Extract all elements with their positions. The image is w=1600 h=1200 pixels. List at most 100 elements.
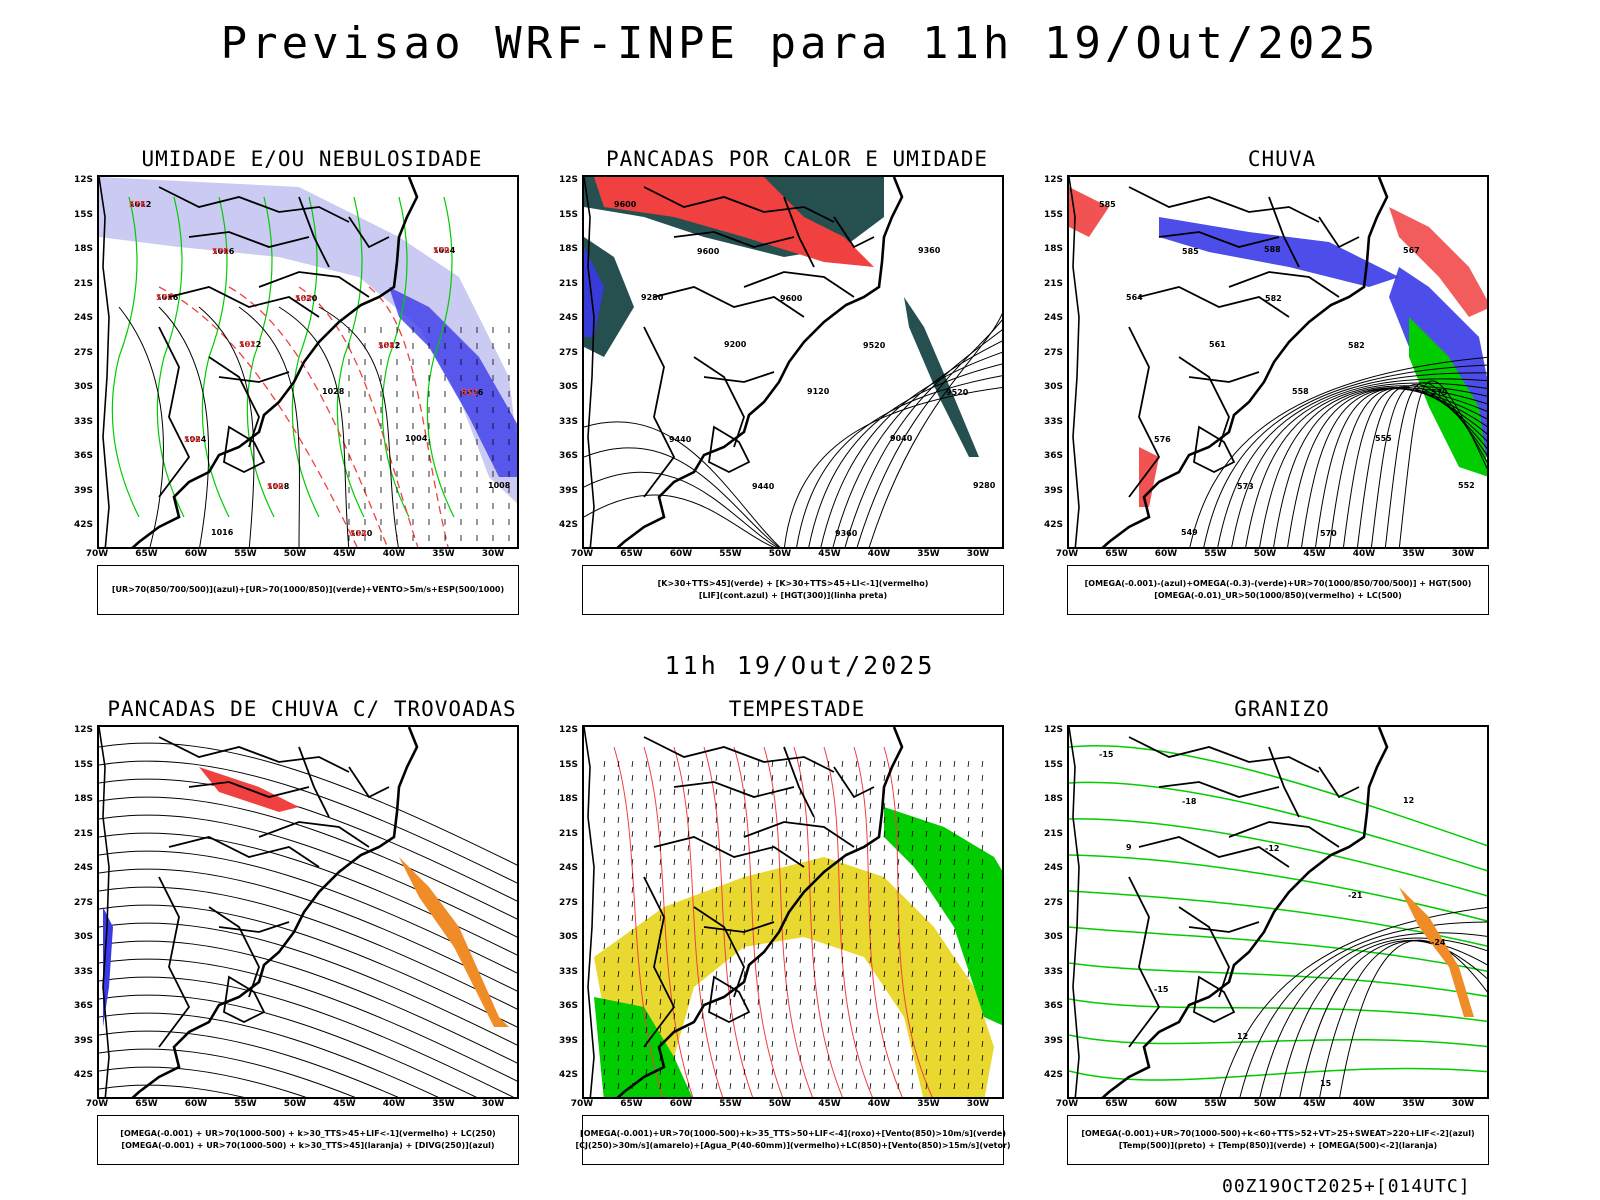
latitude-tick: 21S (1043, 828, 1063, 839)
latitude-tick: 12S (1043, 725, 1063, 735)
latitude-tick: 21S (73, 278, 93, 289)
latitude-tick: 15S (73, 209, 93, 220)
panel-tempestade: TEMPESTADE 12S 15S 18S 21S 24S 27S 30S 33S 36S 39S… (559, 697, 1012, 1187)
contour-label: 1004 (405, 434, 428, 443)
latitude-tick: 18S (558, 794, 578, 804)
latitude-axis: 12S 15S 18S 21S 24S 27S 30S 33S 36S 39S 42S (542, 175, 578, 549)
longitude-tick: 65W (135, 1099, 158, 1109)
longitude-tick: 55W (719, 549, 742, 559)
longitude-tick: 65W (620, 1099, 643, 1109)
longitude-tick: 50W (768, 549, 792, 559)
page-title: Previsao WRF-INPE para 11h 19/Out/2025 (220, 18, 1380, 69)
contour-label: 12 (1237, 1032, 1248, 1041)
contour-label: 9120 (807, 387, 830, 396)
forecast-map: -15 -18 -12 -21 -24 -15 12 15 12 9 (1069, 727, 1487, 1097)
longitude-axis: 70W 65W 60W 55W 50W 45W 40W 35W 30W (86, 549, 519, 563)
latitude-tick: 12S (73, 725, 93, 735)
latitude-tick: 18S (73, 794, 93, 804)
longitude-tick: 50W (1253, 1099, 1277, 1109)
longitude-tick: 70W (85, 1099, 109, 1109)
latitude-tick: 33S (73, 966, 93, 977)
forecast-map (584, 727, 1002, 1097)
contour-label: 9440 (669, 435, 692, 444)
latitude-tick: 39S (73, 485, 93, 496)
contour-label: -21 (1348, 891, 1363, 900)
longitude-tick: 35W (1402, 549, 1425, 559)
panel-legend: [K>30+TTS>45](verde) + [K>30+TTS>45+LI<-… (582, 565, 1004, 615)
legend-line: [OMEGA(-0.001) + UR>70(1000-500) + k>30_… (121, 1141, 495, 1150)
latitude-tick: 12S (558, 175, 578, 185)
contour-label: 576 (129, 200, 146, 209)
panel-legend: [OMEGA(-0.001)-(azul)+OMEGA(-0.3)-(verde… (1067, 565, 1489, 615)
contour-label: 9280 (641, 293, 664, 302)
contour-label: 1008 (488, 481, 511, 490)
panel-title: CHUVA (1247, 147, 1317, 171)
latitude-tick: 36S (558, 1001, 578, 1011)
longitude-tick: 45W (333, 549, 356, 559)
longitude-tick: 35W (917, 1099, 940, 1109)
latitude-tick: 24S (1043, 313, 1063, 323)
panel-chuva: CHUVA 585 585 582 582 579 576 573 570 567 564 561 55… (1044, 147, 1497, 637)
longitude-tick: 55W (1204, 1099, 1227, 1109)
panel-title: GRANIZO (1234, 697, 1330, 721)
contour-label: 534 (350, 529, 367, 538)
latitude-tick: 27S (558, 347, 578, 358)
latitude-tick: 21S (73, 828, 93, 839)
contour-label: 1012 (129, 200, 151, 209)
contour-label: 9040 (890, 434, 913, 443)
latitude-tick: 12S (1043, 175, 1063, 185)
latitude-tick: 18S (1043, 244, 1063, 254)
panel-legend: [OMEGA(-0.001) + UR>70(1000-500) + k>30_… (97, 1115, 519, 1165)
contour-label: 12 (1403, 796, 1414, 805)
longitude-tick: 70W (85, 549, 109, 559)
contour-label: 540 (267, 482, 284, 491)
panel-title: TEMPESTADE (728, 697, 866, 721)
contour-label: 564 (295, 294, 312, 303)
longitude-tick: 40W (867, 1099, 891, 1109)
forecast-map: 585 585 582 582 579 576 573 570 567 564 561 558 555 5… (1069, 177, 1487, 547)
contour-label: 9520 (863, 341, 886, 350)
contour-label: 1016 (156, 293, 179, 302)
contour-label: -18 (1182, 797, 1197, 806)
contour-label: 588 (1264, 245, 1281, 254)
longitude-tick: 60W (1154, 549, 1178, 559)
latitude-tick: 27S (1043, 347, 1063, 358)
latitude-tick: 15S (1043, 209, 1063, 220)
latitude-tick: 42S (73, 520, 93, 530)
longitude-tick: 65W (135, 549, 158, 559)
panel-legend: [OMEGA(-0.001)+UR>70(1000-500)+k>35_TTS>… (575, 1115, 1011, 1165)
longitude-tick: 30W (1451, 549, 1475, 559)
panel-title: PANCADAS DE CHUVA C/ TROVOADAS (107, 697, 517, 721)
latitude-tick: 36S (73, 1001, 93, 1011)
latitude-tick: 24S (1043, 863, 1063, 873)
longitude-tick: 60W (669, 549, 693, 559)
legend-line: [UR>70(850/700/500)](azul)+[UR>70(1000/8… (111, 585, 505, 594)
legend-line: [LIF](cont.azul) + [HGT(300)](linha pret… (698, 591, 888, 600)
longitude-tick: 65W (620, 549, 643, 559)
map-frame: 585 585 582 582 579 576 573 570 567 564 561 558 555 5… (1067, 175, 1489, 549)
map-frame: 1012 1016 1020 1012 1016 1024 1028 1020 1024 1016… (97, 175, 519, 549)
panel-title: PANCADAS POR CALOR E UMIDADE (605, 147, 988, 171)
longitude-tick: 30W (481, 1099, 505, 1109)
contour-label: 1012 (239, 340, 261, 349)
latitude-tick: 39S (73, 1035, 93, 1046)
contour-label: 9360 (835, 529, 858, 538)
map-frame (97, 725, 519, 1099)
latitude-tick: 30S (558, 932, 578, 942)
panel-legend: [UR>70(850/700/500)](azul)+[UR>70(1000/8… (97, 565, 519, 615)
latitude-tick: 39S (558, 1035, 578, 1046)
longitude-tick: 70W (1055, 549, 1079, 559)
contour-label: 9 (1126, 843, 1132, 852)
legend-line: [Temp(500)](preto) + [Temp(850)](verde) … (1118, 1141, 1438, 1150)
longitude-axis: 70W 65W 60W 55W 50W 45W 40W 35W 30W (86, 1099, 519, 1113)
latitude-tick: 30S (73, 382, 93, 392)
legend-line: [OMEGA(-0.01)_UR>50(1000/850)(vermelho) … (1154, 591, 1402, 600)
latitude-tick: 30S (1043, 382, 1063, 392)
map-frame: 9600 9600 9600 9520 9520 9440 9440 9360 9360 9280… (582, 175, 1004, 549)
panel-trovoadas: PANCADAS DE CHUVA C/ TROVOADAS 12S 15S 18S 2… (74, 697, 527, 1187)
longitude-tick: 45W (818, 1099, 841, 1109)
longitude-tick: 30W (966, 1099, 990, 1109)
contour-label: 1028 (267, 482, 290, 491)
longitude-tick: 40W (1352, 1099, 1376, 1109)
contour-label: 564 (1126, 293, 1143, 302)
